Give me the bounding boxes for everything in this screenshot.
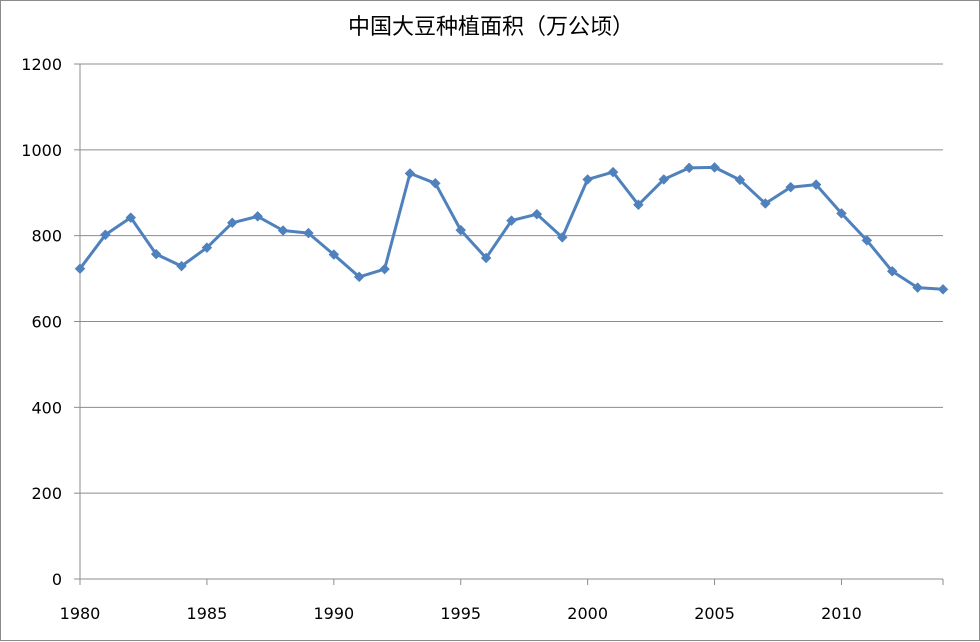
data-point-marker <box>937 283 949 295</box>
grid-layer <box>80 63 943 494</box>
data-point-marker <box>759 198 771 209</box>
data-point-marker <box>861 235 873 246</box>
data-point-marker <box>709 162 720 173</box>
data-point-marker <box>404 168 416 179</box>
x-tick-label: 2010 <box>821 604 862 623</box>
x-tick-label: 1980 <box>60 604 101 623</box>
y-tick-label: 200 <box>31 484 62 503</box>
data-point-marker <box>100 229 111 241</box>
y-tick-label: 1000 <box>21 141 62 160</box>
x-tick-label: 1990 <box>313 604 354 623</box>
data-point-marker <box>252 211 264 222</box>
data-point-marker <box>658 174 670 185</box>
data-point-marker <box>633 199 644 211</box>
y-tick-label: 1200 <box>21 55 62 74</box>
x-tick-label: 1995 <box>440 604 481 623</box>
data-point-marker <box>303 227 314 239</box>
y-tick-label: 400 <box>31 398 62 417</box>
data-point-marker <box>836 207 847 219</box>
data-point-marker <box>379 263 390 275</box>
label-layer: 0 200 400 600 800 1000 1200 1980 1985 1990 1995 200… <box>21 55 862 623</box>
x-tick-label: 2000 <box>567 604 608 623</box>
data-point-marker <box>150 248 162 260</box>
chart-title: 中国大豆种植面积（万公顷） <box>348 15 634 40</box>
data-point-marker <box>226 217 238 229</box>
data-point-marker <box>734 174 746 186</box>
data-point-marker <box>429 177 441 189</box>
data-point-marker <box>785 181 797 193</box>
data-point-marker <box>480 252 492 264</box>
x-tick-label: 1985 <box>187 604 228 623</box>
y-tick-label: 0 <box>52 570 62 589</box>
data-point-marker <box>912 282 923 293</box>
data-point-marker <box>683 162 695 174</box>
data-point-marker <box>455 224 467 236</box>
data-point-marker <box>886 265 898 277</box>
data-point-marker <box>353 271 365 283</box>
x-tick-label: 2005 <box>694 604 735 623</box>
series-layer <box>74 162 949 295</box>
data-point-marker <box>328 249 340 260</box>
data-point-marker <box>607 166 619 178</box>
axis-layer <box>74 63 944 585</box>
data-point-marker <box>176 260 187 272</box>
data-point-marker <box>506 215 517 226</box>
y-tick-label: 600 <box>31 313 62 332</box>
data-point-marker <box>531 208 543 220</box>
data-point-marker <box>201 242 213 254</box>
y-tick-label: 800 <box>31 227 62 246</box>
data-point-marker <box>810 179 822 190</box>
data-point-marker <box>74 263 86 275</box>
data-point-marker <box>125 212 137 223</box>
data-point-marker <box>277 225 289 236</box>
data-point-marker <box>556 232 568 243</box>
data-point-marker <box>582 174 594 185</box>
